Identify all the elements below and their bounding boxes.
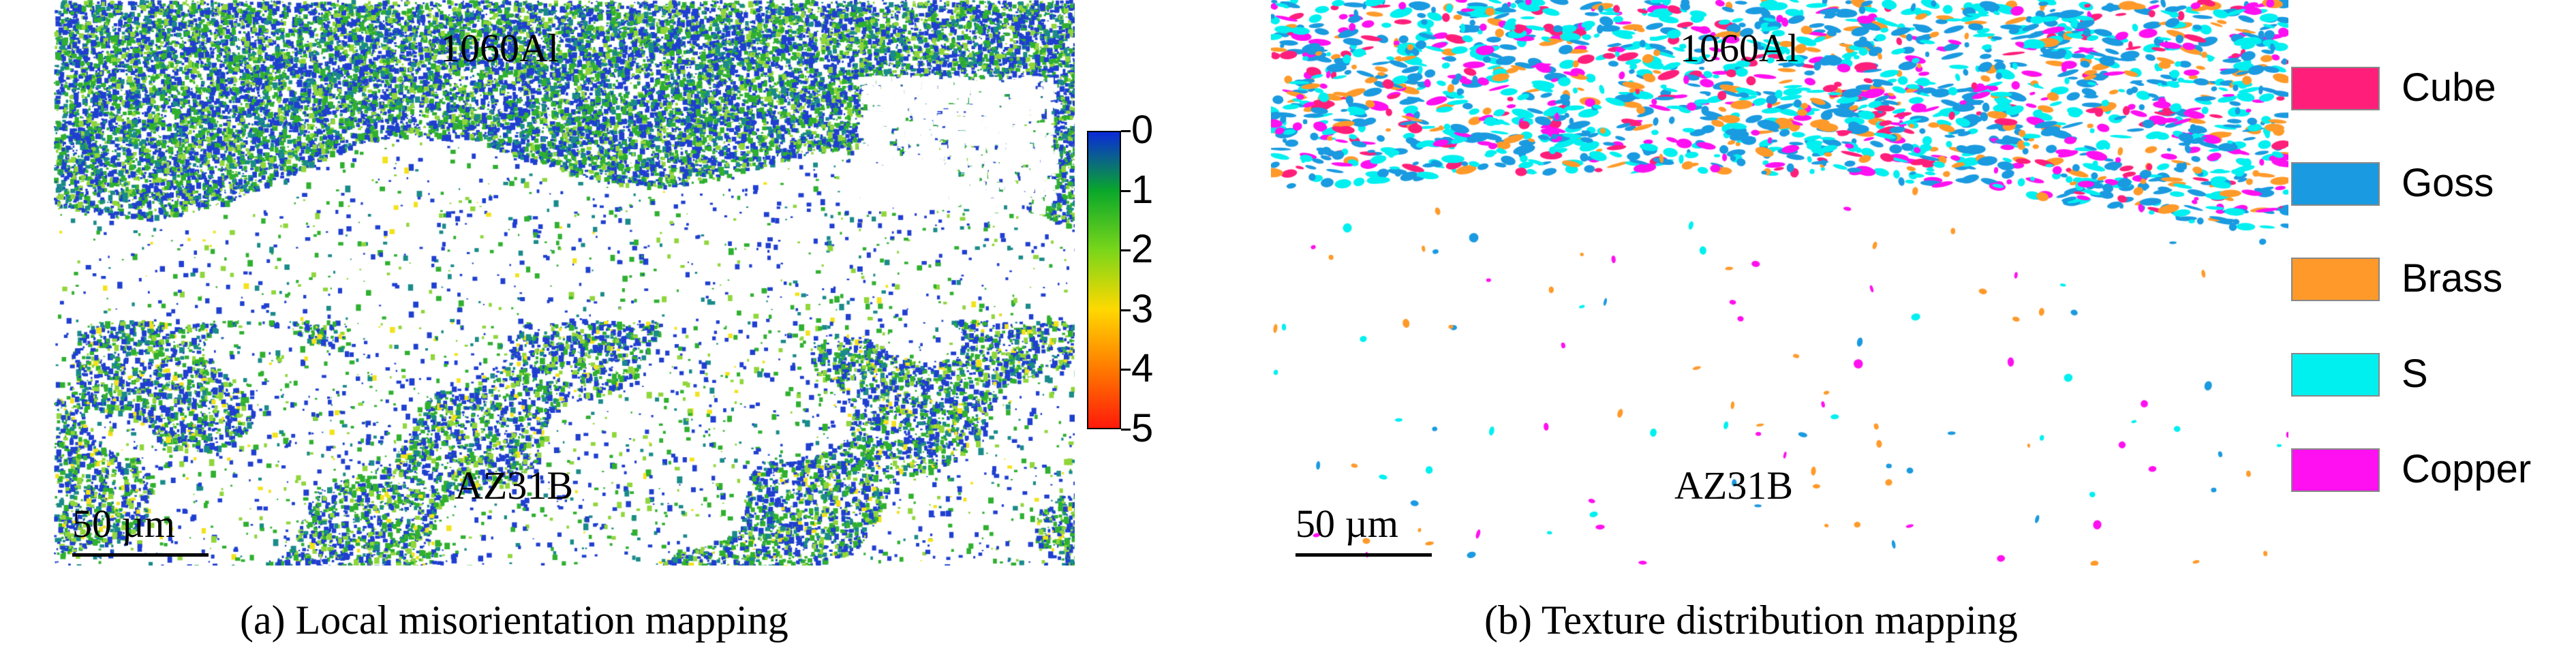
legend-swatch: [2291, 258, 2380, 301]
legend-swatch: [2291, 162, 2380, 206]
region-label-1060al: 1060Al: [1680, 26, 1798, 70]
region-label-az31b: AZ31B: [1674, 463, 1793, 508]
colorbar-tick-label: 2: [1131, 227, 1154, 272]
colorbar-tick-label: 1: [1131, 167, 1154, 212]
region-label-az31b: AZ31B: [455, 463, 573, 508]
colorbar: [1087, 131, 1121, 429]
colorbar-tick: [1121, 429, 1131, 431]
colorbar-tick-label: 3: [1131, 286, 1154, 331]
scale-bar-line: [72, 553, 209, 557]
legend-swatch: [2291, 353, 2380, 397]
misorientation-map-image: [54, 0, 1075, 566]
colorbar-tick: [1121, 309, 1131, 311]
colorbar-tick-label: 0: [1131, 108, 1154, 152]
caption-b: (b) Texture distribution mapping: [1484, 598, 2018, 643]
colorbar-tick: [1121, 189, 1131, 192]
legend-label: Cube: [2402, 65, 2496, 110]
legend-label: Copper: [2402, 447, 2532, 491]
caption-a: (a) Local misorientation mapping: [240, 598, 788, 643]
colorbar-tick-label: 5: [1131, 406, 1154, 450]
legend-swatch: [2291, 448, 2380, 492]
legend-label: S: [2402, 352, 2428, 396]
colorbar-tick: [1121, 369, 1131, 371]
region-label-1060al: 1060Al: [440, 26, 559, 70]
legend-label: Brass: [2402, 256, 2503, 300]
legend-label: Goss: [2402, 161, 2494, 205]
texture-map-image: [1271, 0, 2288, 566]
scale-bar-label: 50 µm: [1295, 501, 1399, 546]
legend-swatch: [2291, 67, 2380, 110]
scale-bar-line: [1295, 553, 1432, 557]
scale-bar-label: 50 µm: [72, 501, 176, 546]
colorbar-tick: [1121, 249, 1131, 252]
misorientation-map: 1060Al AZ31B 50 µm: [54, 0, 1075, 566]
texture-map: 1060Al AZ31B 50 µm: [1271, 0, 2288, 566]
colorbar-tick-label: 4: [1131, 346, 1154, 391]
colorbar-tick: [1121, 130, 1131, 132]
